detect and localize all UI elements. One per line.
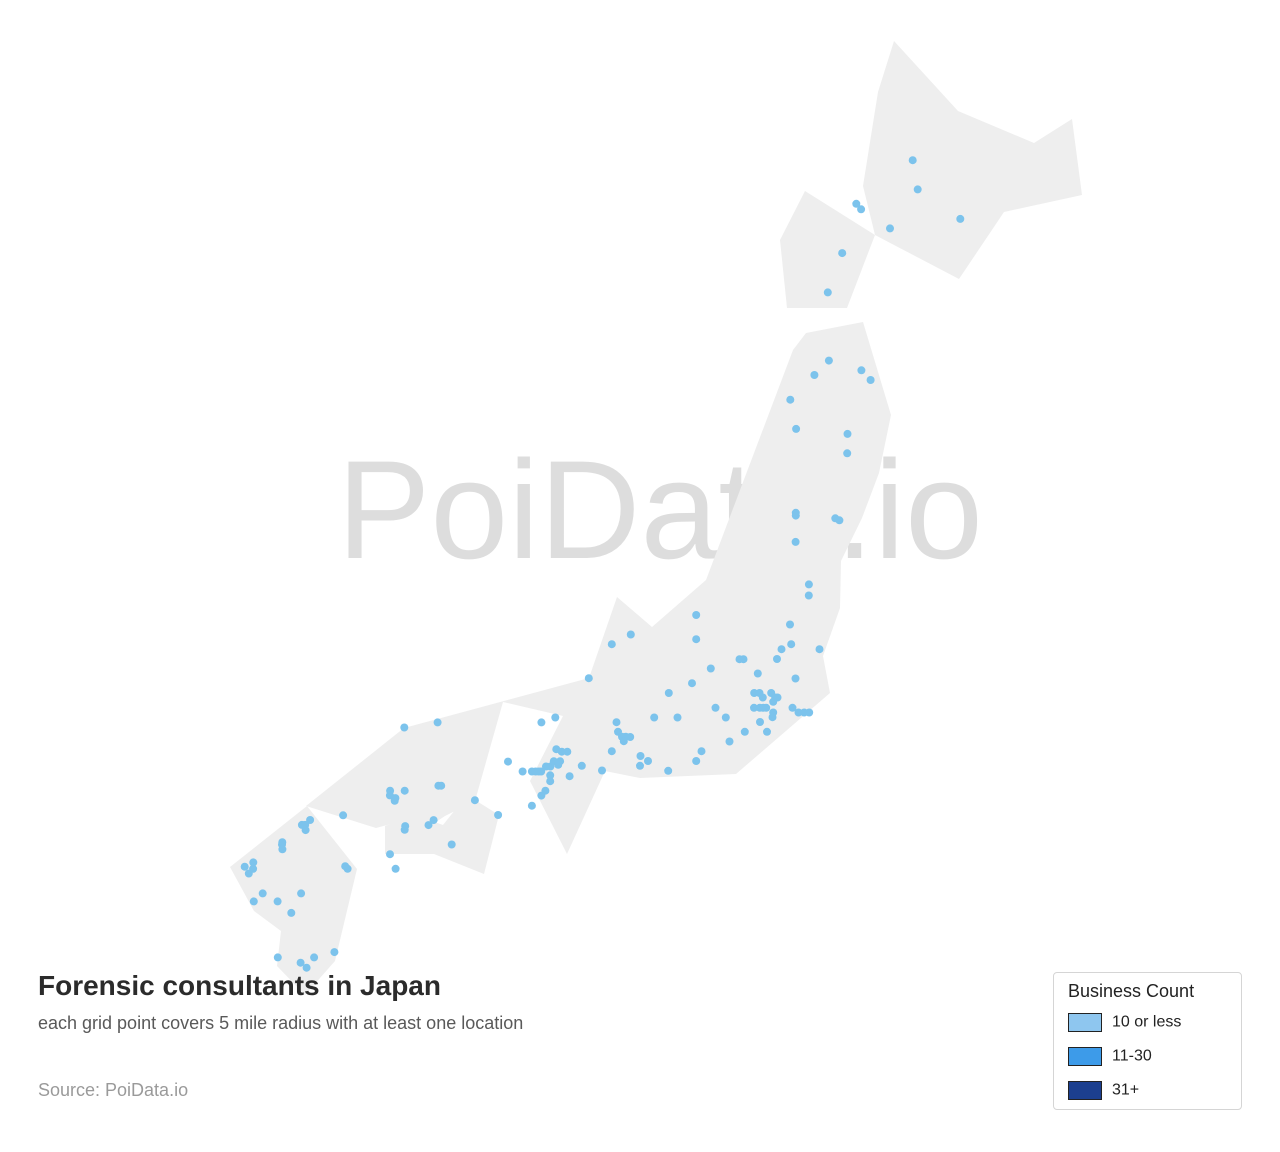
svg-text:PoiData.io: PoiData.io: [337, 431, 983, 588]
